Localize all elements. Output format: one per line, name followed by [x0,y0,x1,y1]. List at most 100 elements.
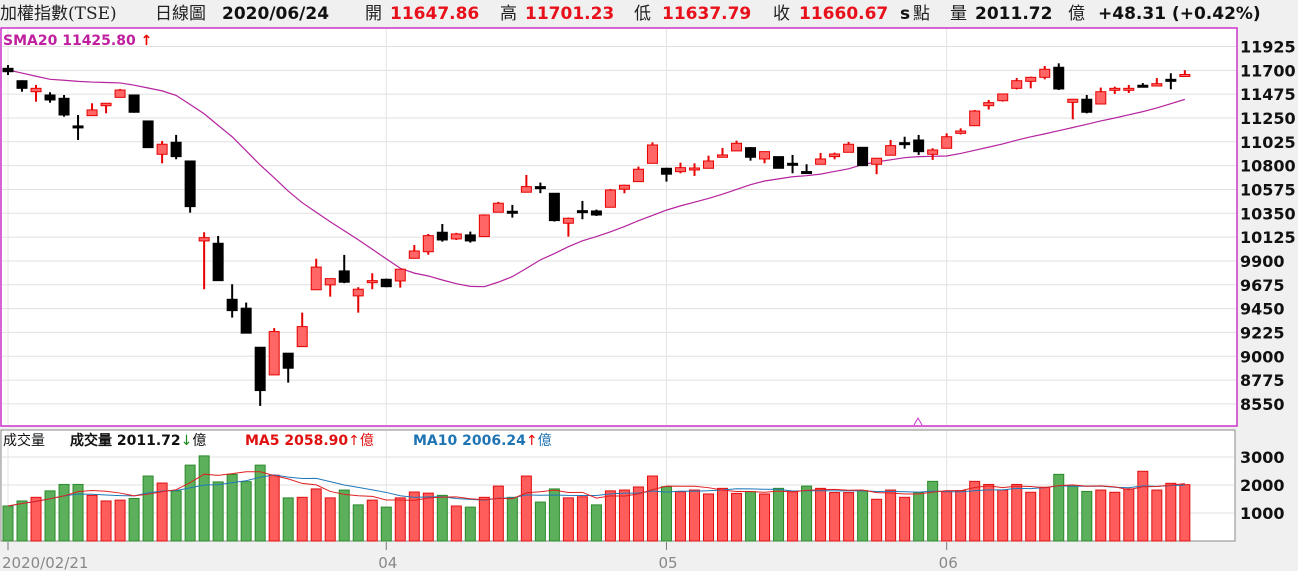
chart-type[interactable]: 日線圖 [155,4,206,24]
up-arrow-icon: ↑ [348,433,360,449]
volume-bar [170,490,182,542]
unit-label: 點 [913,4,930,24]
volume-bar [254,464,266,542]
volume-bar [759,493,771,542]
price-tick-label: 11925 [1240,38,1296,57]
candle-body [899,142,911,146]
candle-body [674,167,686,173]
volume-title: 成交量 [3,432,45,449]
close-value: 11660.67 [799,4,889,24]
candle-body [254,346,266,392]
candle-body [464,234,476,242]
volume-bar [156,482,168,542]
volume-bar [955,490,967,542]
candle-body [352,288,364,297]
volume-bar [632,486,644,542]
volume-bar [1095,489,1107,542]
volume-tick-label: 1000 [1240,504,1285,523]
volume-bar [1151,489,1163,542]
price-tick-label: 10350 [1240,204,1296,223]
candle-body [156,143,168,155]
candle-body [1011,80,1023,89]
price-tick-label: 8775 [1240,371,1285,390]
volume-axis: 3000 2000 1000 [1240,448,1285,523]
volume-bar [492,485,504,542]
candle-body [114,89,126,98]
volume-bar [1179,484,1191,542]
price-tick-label: 11475 [1240,85,1296,104]
candle-body [1151,83,1163,87]
candle-body [394,268,406,282]
volume-bar [717,487,729,542]
volume-value: 成交量 2011.72↓億 [70,432,206,449]
candle-body [1067,98,1079,103]
candle-body [997,93,1009,102]
candle-body [871,157,883,165]
candle-body [366,280,378,284]
volume-bar [969,480,981,542]
sma20-line [7,69,1186,288]
candle-body [240,307,252,334]
price-tick-label: 11700 [1240,61,1296,80]
candle-body [632,168,644,183]
candle-body [1137,84,1149,88]
x-tick-label: 06 [939,554,958,571]
volume-bar [296,496,308,542]
gridlines [2,29,1236,540]
volume-bar [590,504,602,542]
volume-bar [1165,482,1177,542]
volume-bar [801,485,813,542]
volume-bar [674,491,686,542]
volume-bar [394,497,406,542]
price-tick-label: 10575 [1240,180,1296,199]
volume-bar [44,490,56,542]
candles [2,63,1191,406]
volume-bar [604,490,616,542]
volume-bar [198,455,210,542]
candle-body [885,145,897,156]
price-tick-label: 9225 [1240,323,1285,342]
volume-bar [871,498,883,542]
volume-bar [268,474,280,542]
volume-bar [660,486,672,542]
candle-body [16,80,28,89]
price-tick-label: 9900 [1240,252,1285,271]
volume-bar [548,488,560,542]
candle-body [44,94,56,101]
volume-bar [1123,488,1135,542]
sma20-label: SMA20 11425.80 ↑ [3,33,152,49]
candle-body [436,231,448,241]
volume-bar [534,501,546,542]
volume-value: 2011.72 [975,4,1053,24]
candle-body [590,210,602,216]
candle-body [562,217,574,224]
candle-body [969,110,981,127]
volume-bar [1137,470,1149,542]
candle-body [618,184,630,190]
candle-body [338,270,350,283]
volume-bar [100,500,112,542]
candle-body [773,156,785,169]
volume-bar [787,491,799,542]
candle-body [576,210,588,214]
x-tick-label: 04 [378,554,397,571]
price-panel [0,27,1238,427]
high-value: 11701.23 [525,4,615,24]
volume-bar [562,497,574,542]
volume-bar [815,487,827,542]
volume-bar [114,499,126,542]
candle-body [717,154,729,158]
candle-body [731,142,743,152]
candle-body [296,326,308,348]
volume-bar [1039,486,1051,542]
price-tick-label: 10125 [1240,228,1296,247]
candle-body [1025,76,1037,82]
volume-bar [857,490,869,542]
low-label: 低 [634,4,651,24]
volume-bar [366,499,378,542]
price-tick-label: 11025 [1240,133,1296,152]
candle-body [492,202,504,213]
price-tick-label: 10800 [1240,157,1296,176]
candle-body [310,266,322,291]
